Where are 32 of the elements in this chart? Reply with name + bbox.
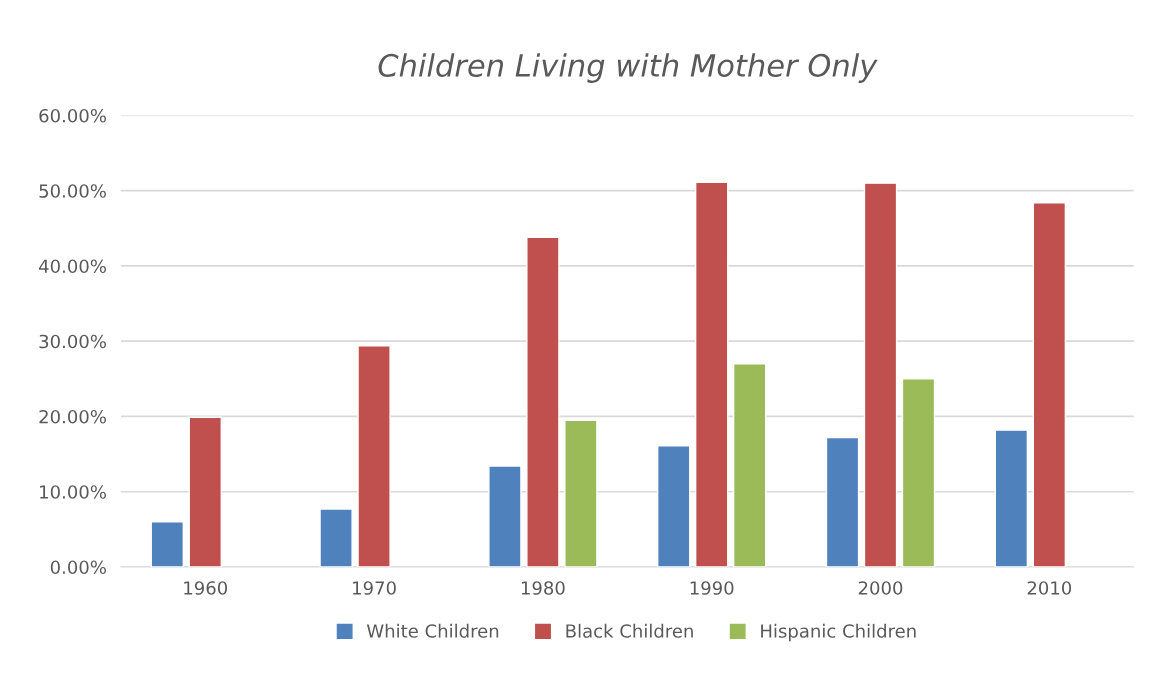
x-tick-label: 2000 bbox=[858, 581, 903, 595]
y-tick-label: 60.00% bbox=[39, 108, 106, 123]
x-tick-label: 1990 bbox=[690, 581, 734, 595]
bar bbox=[732, 363, 767, 567]
x-tick-label: 1970 bbox=[353, 581, 396, 595]
x-tick-label: 2010 bbox=[1027, 581, 1072, 595]
y-tick-label: 50.00% bbox=[39, 184, 106, 198]
legend-label: White Children bbox=[366, 623, 499, 638]
y-tick-label: 30.00% bbox=[39, 334, 106, 349]
y-tick-label: 10.00% bbox=[40, 485, 106, 499]
bar bbox=[825, 436, 860, 567]
bar bbox=[1032, 202, 1067, 567]
bar bbox=[319, 508, 353, 567]
bar bbox=[188, 416, 222, 567]
bar bbox=[488, 465, 522, 567]
bar bbox=[526, 236, 560, 567]
legend-label: Hispanic Children bbox=[761, 623, 916, 642]
y-tick-label: 20.00% bbox=[39, 409, 106, 424]
legend-label: Black Children bbox=[566, 623, 693, 638]
bar bbox=[150, 521, 185, 567]
bar bbox=[901, 378, 936, 567]
bar bbox=[656, 445, 691, 567]
bar bbox=[994, 429, 1029, 567]
bar bbox=[564, 419, 598, 567]
y-tick-label: 0.00% bbox=[50, 560, 106, 575]
bar bbox=[863, 182, 898, 567]
chart-title: Children Living with Mother Only bbox=[378, 53, 878, 83]
bar bbox=[357, 345, 391, 567]
bar bbox=[694, 181, 729, 567]
x-tick-label: 1960 bbox=[184, 581, 228, 595]
y-tick-label: 40.00% bbox=[39, 259, 106, 274]
x-tick-label: 1980 bbox=[521, 581, 565, 595]
